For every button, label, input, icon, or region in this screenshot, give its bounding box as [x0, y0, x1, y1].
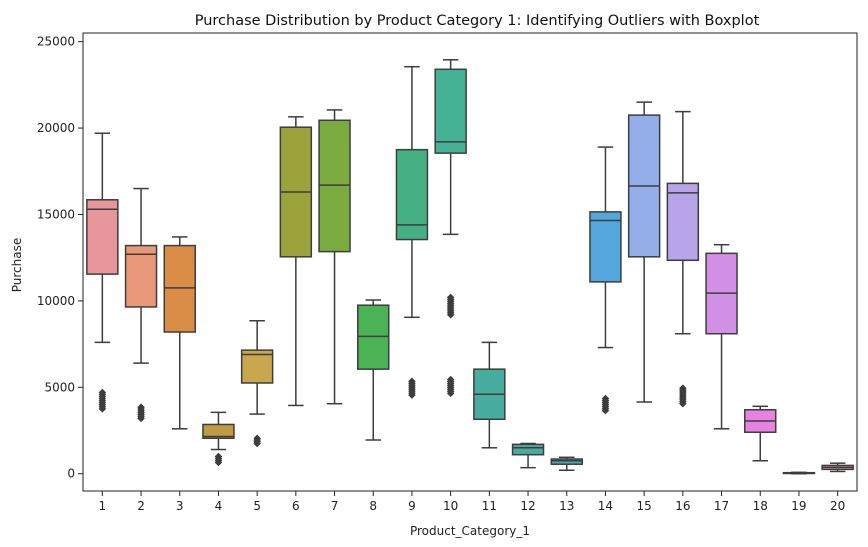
- chart-title: Purchase Distribution by Product Categor…: [195, 13, 760, 29]
- plot-frame: [82, 32, 858, 492]
- outlier-point: [446, 389, 455, 398]
- y-tick-label: 20000: [37, 121, 75, 135]
- box-group-15: [627, 101, 661, 403]
- box-group-8: [357, 299, 390, 441]
- x-tick-label: 8: [369, 499, 377, 513]
- box-iqr: [318, 119, 351, 253]
- x-tick-label: 9: [408, 499, 416, 513]
- outlier-point: [601, 406, 610, 415]
- box-iqr: [666, 182, 700, 262]
- box-iqr: [395, 148, 429, 241]
- box-iqr: [202, 423, 235, 440]
- outlier-point: [214, 458, 223, 467]
- y-tick-label: 5000: [44, 380, 75, 394]
- x-tick-label: 10: [443, 499, 458, 513]
- x-tick-label: 6: [292, 499, 300, 513]
- box-group-4: [202, 411, 235, 467]
- box-group-11: [473, 341, 506, 449]
- x-tick-label: 11: [482, 499, 497, 513]
- x-tick-label: 4: [215, 499, 223, 513]
- x-axis: 1 2 3 4 5 6 7 8 9 10 11 12 13 14 15 16 17 18 19 20: [99, 491, 845, 513]
- box-group-14: [589, 146, 622, 415]
- outlier-point: [98, 405, 107, 413]
- x-tick-label: 20: [830, 499, 845, 513]
- box-group-3: [163, 236, 196, 430]
- x-tick-label: 16: [675, 499, 690, 513]
- box-iqr: [589, 211, 622, 283]
- x-tick-label: 17: [714, 499, 729, 513]
- box-group-16: [666, 110, 700, 408]
- box-group-18: [744, 405, 777, 462]
- box-group-20: [821, 462, 854, 473]
- outlier-point: [408, 391, 416, 399]
- box-group-19: [782, 471, 816, 475]
- box-iqr: [550, 458, 583, 465]
- box-group-13: [550, 456, 583, 472]
- box-group-1: [86, 132, 119, 413]
- outlier-point: [253, 439, 262, 448]
- box-group-17: [705, 243, 738, 430]
- x-tick-label: 14: [598, 499, 613, 513]
- box-iqr: [434, 68, 467, 154]
- box-iqr: [240, 349, 274, 384]
- box-group-7: [318, 109, 351, 405]
- x-tick-label: 13: [559, 499, 574, 513]
- box-iqr: [511, 443, 545, 456]
- y-tick-label: 15000: [37, 207, 75, 221]
- x-tick-label: 12: [520, 499, 535, 513]
- x-tick-label: 7: [331, 499, 339, 513]
- box-iqr: [124, 244, 158, 308]
- x-tick-label: 15: [637, 499, 652, 513]
- plot-area: [82, 32, 858, 492]
- x-tick-label: 2: [137, 499, 145, 513]
- box-iqr: [357, 304, 390, 370]
- outlier-point: [137, 414, 145, 423]
- y-axis: 0 5000 10000 15000 20000 25000: [37, 35, 83, 481]
- x-tick-label: 1: [99, 499, 107, 513]
- box-group-2: [124, 187, 158, 423]
- box-group-10: [434, 59, 467, 398]
- y-tick-label: 0: [67, 467, 75, 481]
- box-group-9: [395, 65, 429, 399]
- y-tick-label: 10000: [37, 294, 75, 308]
- y-tick-label: 25000: [37, 35, 75, 49]
- x-tick-label: 5: [253, 499, 261, 513]
- box-group-5: [240, 320, 274, 448]
- box-group-6: [279, 116, 313, 407]
- boxes-layer: [86, 59, 854, 475]
- x-tick-label: 19: [791, 499, 806, 513]
- box-group-12: [511, 442, 545, 469]
- x-tick-label: 3: [176, 499, 184, 513]
- x-tick-label: 18: [753, 499, 768, 513]
- box-iqr: [86, 199, 119, 275]
- outlier-point: [678, 399, 687, 408]
- box-iqr: [163, 244, 196, 333]
- x-axis-label: Product_Category_1: [410, 524, 530, 538]
- outlier-point: [446, 310, 455, 319]
- y-axis-label: Purchase: [10, 238, 24, 293]
